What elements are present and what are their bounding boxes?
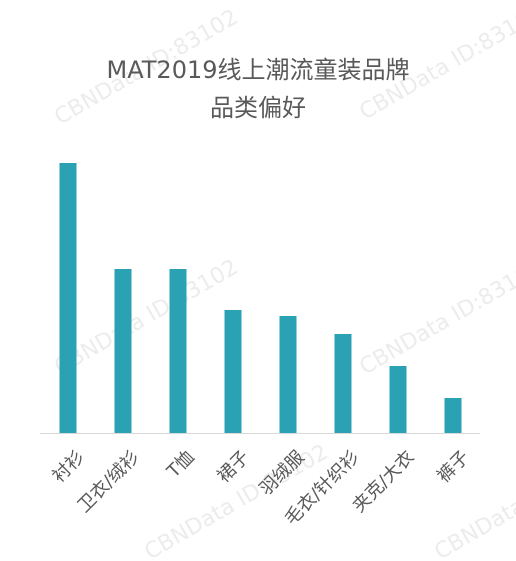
- x-tick-label: 裤子: [433, 447, 473, 487]
- bar: [169, 269, 187, 433]
- bar: [224, 310, 242, 433]
- bar: [114, 269, 132, 433]
- x-tick-label: 衬衫: [48, 447, 88, 487]
- bar: [389, 366, 407, 433]
- chart-title: 品类偏好: [210, 94, 306, 122]
- watermark: CBNData ID:83102: [431, 440, 516, 561]
- x-tick-label: T恤: [163, 447, 199, 483]
- bar: [59, 163, 77, 433]
- chart-title: MAT2019线上潮流童装品牌: [107, 56, 410, 84]
- watermark: CBNData ID:83102: [356, 255, 516, 380]
- watermark: CBNData ID:83102: [51, 255, 243, 380]
- bar: [279, 316, 297, 433]
- bar: [444, 398, 462, 433]
- bar: [334, 334, 352, 433]
